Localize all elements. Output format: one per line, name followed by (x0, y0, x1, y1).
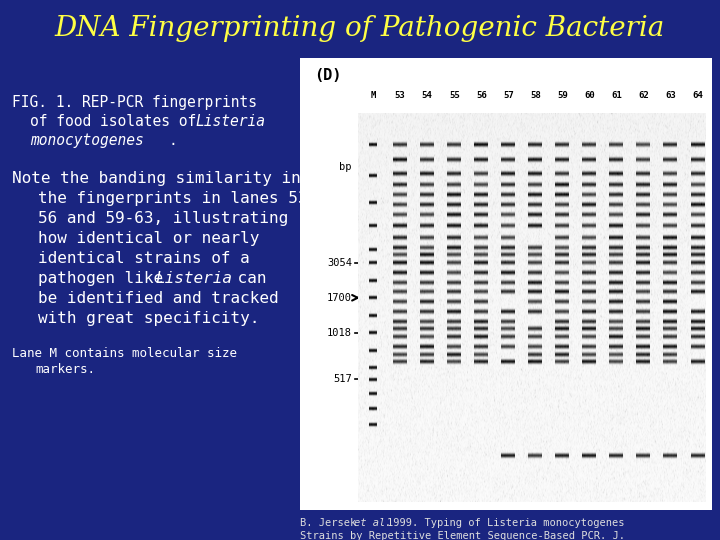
Text: 53: 53 (395, 91, 405, 100)
Text: the fingerprints in lanes 53-: the fingerprints in lanes 53- (38, 191, 317, 206)
Text: 1018: 1018 (327, 328, 352, 338)
Text: bp: bp (340, 163, 352, 172)
Text: markers.: markers. (35, 363, 95, 376)
Text: with great specificity.: with great specificity. (38, 311, 259, 326)
Text: M: M (370, 91, 376, 100)
Text: 63: 63 (665, 91, 676, 100)
Text: 54: 54 (422, 91, 433, 100)
Text: DNA Fingerprinting of Pathogenic Bacteria: DNA Fingerprinting of Pathogenic Bacteri… (55, 15, 665, 42)
Text: 57: 57 (503, 91, 514, 100)
Text: 60: 60 (585, 91, 595, 100)
Text: FIG. 1. REP-PCR fingerprints: FIG. 1. REP-PCR fingerprints (12, 95, 257, 110)
Text: 3054: 3054 (327, 258, 352, 268)
Text: of food isolates of: of food isolates of (30, 114, 205, 129)
Text: pathogen like: pathogen like (38, 271, 173, 286)
Text: 62: 62 (639, 91, 649, 100)
Text: 1700: 1700 (327, 293, 352, 303)
Text: 56: 56 (476, 91, 487, 100)
Text: Listeria: Listeria (155, 271, 232, 286)
Bar (300, 58, 712, 510)
Text: monocytogenes: monocytogenes (30, 133, 144, 148)
Text: 58: 58 (530, 91, 541, 100)
Text: can: can (228, 271, 266, 286)
Text: Lane M contains molecular size: Lane M contains molecular size (12, 347, 237, 360)
Text: identical strains of a: identical strains of a (38, 251, 250, 266)
Text: 1999. Typing of Listeria monocytogenes: 1999. Typing of Listeria monocytogenes (387, 518, 624, 528)
Text: 61: 61 (611, 91, 622, 100)
Text: et al.: et al. (354, 518, 392, 528)
Text: be identified and tracked: be identified and tracked (38, 291, 279, 306)
Text: (D): (D) (314, 68, 341, 83)
Text: 64: 64 (693, 91, 703, 100)
Text: how identical or nearly: how identical or nearly (38, 231, 259, 246)
Text: .: . (168, 133, 176, 148)
Text: 55: 55 (449, 91, 459, 100)
Text: Listeria: Listeria (195, 114, 265, 129)
Text: B. Jersek: B. Jersek (300, 518, 362, 528)
Text: 59: 59 (557, 91, 568, 100)
Text: Strains by Repetitive Element Sequence-Based PCR. J.: Strains by Repetitive Element Sequence-B… (300, 531, 625, 540)
Text: 56 and 59-63, illustrating: 56 and 59-63, illustrating (38, 211, 288, 226)
Text: 517: 517 (333, 374, 352, 384)
Text: Note the banding similarity in: Note the banding similarity in (12, 171, 301, 186)
